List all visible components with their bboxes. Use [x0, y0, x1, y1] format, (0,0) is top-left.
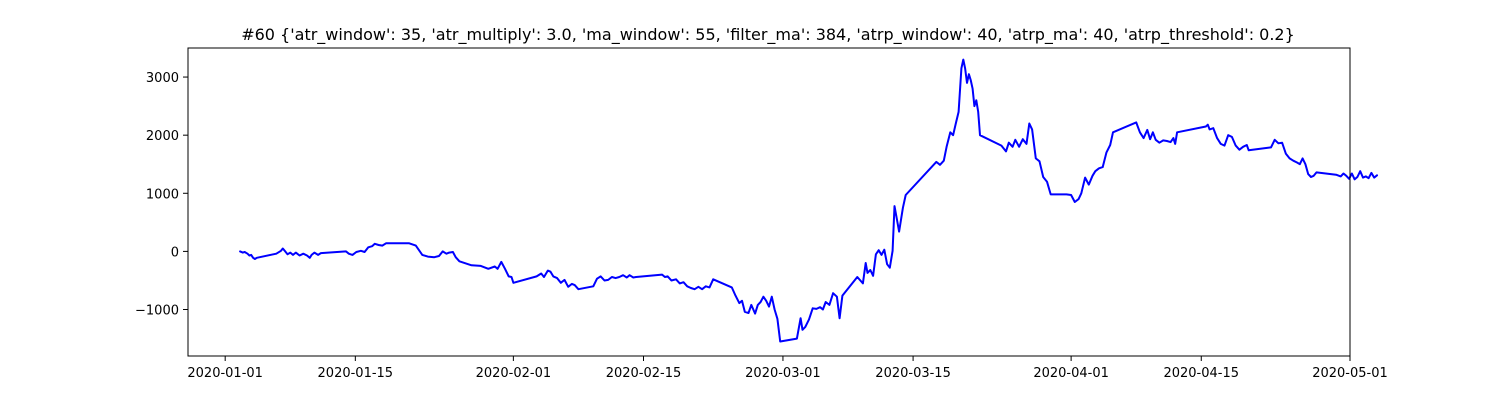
y-tick-label: −1000	[135, 304, 179, 319]
x-tick-label: 2020-02-01	[476, 366, 552, 381]
plot-area	[239, 58, 1378, 343]
series-line-equity	[239, 58, 1378, 343]
x-tick-label: 2020-01-01	[187, 366, 263, 381]
y-tick-label: 3000	[146, 71, 179, 86]
y-tick-label: 0	[171, 245, 179, 260]
x-tick-label: 2020-05-01	[1312, 366, 1388, 381]
x-tick-label: 2020-01-15	[318, 366, 394, 381]
y-tick-label: 1000	[146, 187, 179, 202]
y-tick-label: 2000	[146, 129, 179, 144]
chart-title: #60 {'atr_window': 35, 'atr_multiply': 3…	[241, 25, 1295, 45]
x-tick-label: 2020-04-01	[1033, 366, 1109, 381]
axes: 2020-01-01 2020-01-15 2020-02-01 2020-02-15…	[135, 47, 1388, 381]
x-tick-label: 2020-03-15	[875, 366, 951, 381]
x-tick-label: 2020-02-15	[606, 366, 682, 381]
x-tick-label: 2020-04-15	[1163, 366, 1239, 381]
plot-frame	[187, 47, 1351, 357]
x-tick-label: 2020-03-01	[745, 366, 821, 381]
